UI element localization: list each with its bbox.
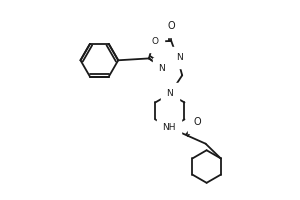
Text: NH: NH (162, 123, 175, 132)
Text: O: O (167, 21, 175, 31)
Text: N: N (176, 53, 183, 62)
Text: O: O (194, 117, 202, 127)
Text: O: O (151, 37, 158, 46)
Text: N: N (158, 64, 165, 73)
Text: N: N (167, 89, 173, 98)
